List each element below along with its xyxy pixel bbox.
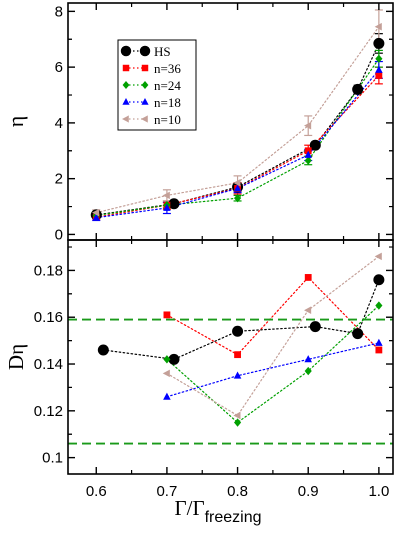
legend-marker-n=10 xyxy=(141,115,148,123)
bottom-point-n=10 xyxy=(162,369,170,378)
top-point-n=10 xyxy=(162,191,170,200)
legend-label-n=36: n=36 xyxy=(154,61,181,76)
bottom-series-line-n=36 xyxy=(166,276,380,356)
bottom-point-n=36 xyxy=(375,346,383,354)
y-axis-label-top: η xyxy=(3,116,28,128)
legend-label-HS: HS xyxy=(154,44,171,59)
top-point-n=10 xyxy=(92,208,100,217)
y-axis-label-bottom: Dη xyxy=(4,344,28,370)
legend-marker-n=10 xyxy=(122,115,129,123)
bottom-series-line-n=24 xyxy=(166,304,380,424)
legend-marker-n=18 xyxy=(141,98,149,105)
text-layer: 0 2 4 6 8 η 0.6 0.7 0.8 0.9 1.0 0.1 0.12 0.14 0.16 0.18… xyxy=(3,3,389,526)
bottom-y-tick-label: 0.16 xyxy=(34,309,63,326)
bottom-point-n=24 xyxy=(233,418,242,427)
bottom-point-n=36 xyxy=(304,274,312,281)
bottom-point-n=24 xyxy=(304,366,312,376)
x-axis-label-main: Γ/Γ xyxy=(174,496,204,520)
legend-marker-n=36 xyxy=(122,64,130,72)
bottom-y-tick-label: 0.18 xyxy=(34,262,63,279)
bottom-series-line-HS xyxy=(102,279,380,360)
bottom-plot-frame xyxy=(67,239,394,475)
bottom-y-tick-label: 0.12 xyxy=(34,403,63,420)
bottom-point-n=18 xyxy=(375,338,383,346)
x-axis-label-subscript: freezing xyxy=(205,509,262,526)
top-y-tick-label: 0 xyxy=(55,226,63,243)
top-point-n=18 xyxy=(233,184,242,192)
legend-marker-n=18 xyxy=(122,98,130,105)
legend-box xyxy=(117,39,197,131)
top-point-n=24 xyxy=(304,156,312,165)
top-point-HS xyxy=(309,139,321,151)
top-y-tick-label: 2 xyxy=(55,171,63,188)
legend-marker-HS xyxy=(120,45,132,57)
top-point-n=36 xyxy=(375,72,383,79)
top-point-n=18 xyxy=(375,65,383,73)
top-plot-frame xyxy=(67,2,394,241)
top-point-n=10 xyxy=(233,179,241,187)
legend: HS n=36 n=24 n=18 n=10 xyxy=(117,39,197,131)
bottom-point-HS xyxy=(309,321,321,333)
top-point-n=10 xyxy=(304,121,312,130)
bottom-point-n=10 xyxy=(233,411,241,420)
legend-marker-n=24 xyxy=(141,81,149,89)
legend-label-n=24: n=24 xyxy=(154,78,181,93)
bottom-y-tick-label: 0.14 xyxy=(34,356,63,373)
top-point-HS xyxy=(373,37,385,49)
bottom-point-n=24 xyxy=(163,355,171,364)
bottom-point-n=18 xyxy=(233,371,242,379)
x-axis-label: Γ/Γfreezing xyxy=(174,496,261,526)
top-point-HS xyxy=(168,198,180,210)
legend-label-n=10: n=10 xyxy=(154,112,181,127)
bottom-y-tick-label: 0.1 xyxy=(42,450,63,467)
top-point-n=18 xyxy=(304,150,312,158)
bottom-point-HS xyxy=(373,274,385,286)
top-point-n=18 xyxy=(92,213,101,221)
bottom-point-HS xyxy=(352,328,364,340)
legend-marker-HS xyxy=(139,45,151,57)
bottom-point-HS xyxy=(232,325,244,337)
axes-layer xyxy=(67,2,394,475)
legend-label-n=18: n=18 xyxy=(154,95,181,110)
top-point-n=24 xyxy=(375,54,383,63)
bottom-point-HS xyxy=(168,353,180,365)
bottom-point-n=18 xyxy=(163,392,171,400)
x-tick-label: 0.7 xyxy=(156,483,177,500)
bottom-point-n=36 xyxy=(163,311,171,319)
legend-marker-n=36 xyxy=(141,64,149,72)
top-point-n=24 xyxy=(233,193,242,203)
top-y-tick-label: 4 xyxy=(55,115,63,132)
bottom-point-n=24 xyxy=(375,301,383,310)
top-point-n=18 xyxy=(163,203,171,211)
bottom-series-line-n=18 xyxy=(166,342,380,398)
top-y-tick-label: 6 xyxy=(55,59,63,76)
x-tick-label: 0.6 xyxy=(86,483,107,500)
top-point-n=10 xyxy=(374,22,382,31)
markers-layer xyxy=(90,22,385,427)
x-tick-label: 1.0 xyxy=(368,483,389,500)
bottom-point-n=10 xyxy=(304,306,312,314)
top-point-HS xyxy=(352,83,364,95)
bottom-series-line-n=10 xyxy=(166,255,380,417)
bottom-point-n=36 xyxy=(234,351,241,359)
top-y-tick-label: 8 xyxy=(55,3,63,20)
bottom-point-n=18 xyxy=(304,355,312,363)
x-tick-label: 0.8 xyxy=(227,483,248,500)
reference-lines-layer xyxy=(68,318,393,445)
x-tick-label: 0.9 xyxy=(298,483,319,500)
bottom-point-HS xyxy=(97,344,109,356)
legend-marker-n=24 xyxy=(122,81,130,89)
bottom-point-n=10 xyxy=(374,252,382,261)
